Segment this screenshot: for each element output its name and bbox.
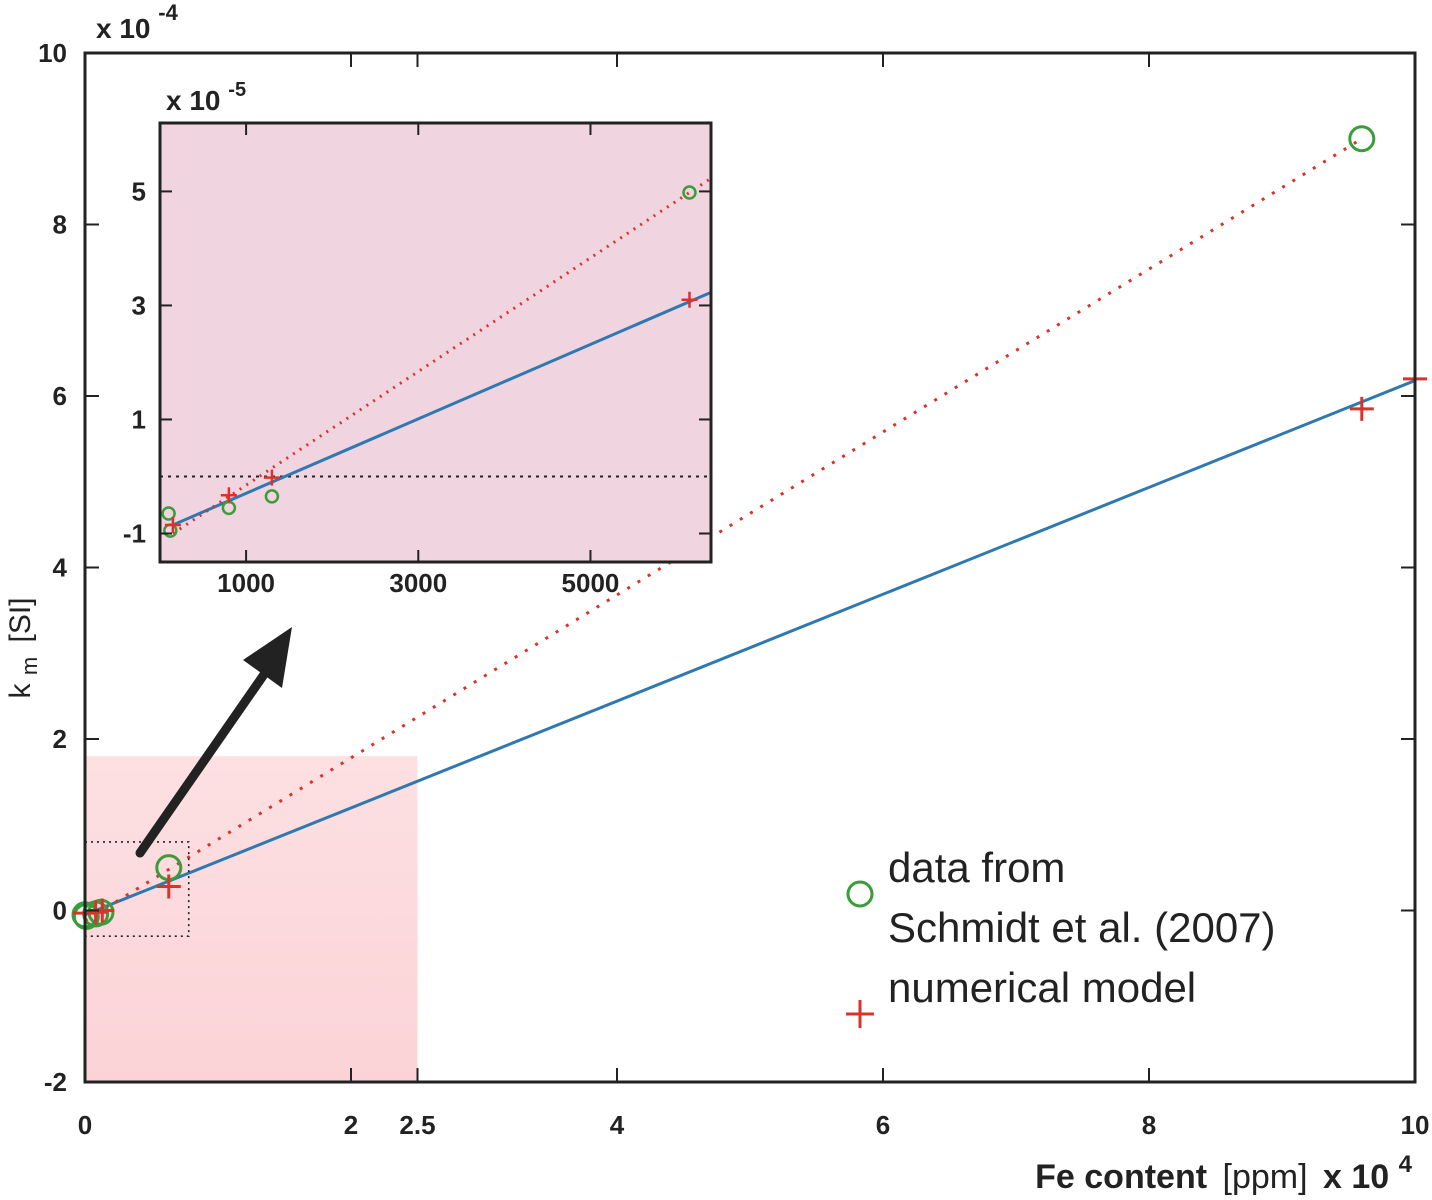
inset-background (160, 123, 711, 562)
y-axis-label-subscript: m (17, 657, 42, 675)
inset-point-plus (220, 487, 237, 504)
inset-point-plus (263, 469, 280, 486)
inset-x-axis-ticks: 1000 3000 5000 (217, 123, 619, 598)
y-axis-label-unit: [SI] (4, 597, 37, 642)
legend-plus-icon (846, 1000, 874, 1028)
x-tick-label: 2.5 (399, 1110, 435, 1140)
legend-entry-text: numerical model (888, 964, 1196, 1011)
y-multiplier-exponent: -4 (158, 0, 178, 25)
y-tick-label: 8 (53, 210, 67, 240)
y-tick-label: 6 (53, 381, 67, 411)
x-tick-label: 4 (610, 1110, 625, 1140)
inset-point-circle (161, 506, 176, 521)
x-tick-label: 0 (78, 1110, 92, 1140)
legend-circle-icon (846, 880, 874, 908)
inset-y-multiplier-exponent: -5 (228, 79, 246, 101)
inset-markers (161, 185, 698, 538)
x-multiplier: x 10 (1323, 1158, 1389, 1196)
legend-entry-text: data from (888, 844, 1065, 891)
x-tick-label: 6 (876, 1110, 890, 1140)
inset-point-plus (164, 516, 181, 533)
inset-point-circle (264, 489, 280, 504)
y-axis-ticks: -2 0 2 4 6 8 10 (38, 38, 1415, 1097)
y-tick-label: 10 (38, 38, 67, 68)
zoom-arrow (135, 627, 292, 858)
y-tick-label: 5 (132, 176, 146, 206)
inset-lines (172, 177, 712, 535)
x-tick-label: 10 (1401, 1110, 1430, 1140)
legend-entry-text: Schmidt et al. (2007) (888, 904, 1276, 951)
x-axis-label-unit: [ppm] (1223, 1158, 1308, 1196)
y-tick-label: 2 (53, 724, 67, 754)
data-point-plus (1349, 396, 1374, 421)
x-axis-label: Fe content [ppm] x 10 4 (1035, 1151, 1413, 1196)
x-tick-label: 8 (1142, 1110, 1156, 1140)
inset-y-multiplier: x 10 -5 (166, 79, 246, 116)
x-multiplier-exponent: 4 (1399, 1151, 1413, 1178)
y-tick-label: -1 (123, 518, 146, 548)
highlight-region (85, 756, 418, 1082)
x-tick-label: 2 (344, 1110, 358, 1140)
y-tick-label: 4 (53, 553, 68, 583)
data-point-plus (156, 874, 181, 899)
legend: data from Schmidt et al. (2007) numerical … (846, 844, 1276, 1028)
inset-point-plus (681, 291, 698, 308)
y-tick-label: -2 (44, 1067, 67, 1097)
inset-point-circle (682, 185, 697, 200)
linear-fit-line (84, 379, 1416, 917)
x-tick-label: 3000 (389, 568, 447, 598)
x-axis-ticks: 0 2 2.5 4 6 8 10 (78, 53, 1430, 1140)
main-lines (84, 137, 1416, 923)
main-plot: 0 2 2.5 4 6 8 10 -2 0 2 4 6 8 10 (38, 38, 1429, 1140)
data-point-circle (1348, 125, 1376, 153)
y-multiplier: x 10 -4 (96, 0, 179, 44)
inset-plot: 1000 3000 5000 -1 1 3 5 x 10 -5 (123, 79, 713, 598)
y-tick-label: 1 (132, 404, 146, 434)
inset-frame (158, 121, 713, 564)
y-tick-label: 3 (132, 290, 146, 320)
y-axis-label: k m [SI] (4, 597, 44, 698)
linear-fit-line (172, 290, 712, 527)
x-tick-label: 1000 (217, 568, 275, 598)
y-tick-label: 0 (53, 896, 67, 926)
dotted-fit-line (172, 177, 712, 535)
x-tick-label: 5000 (562, 568, 620, 598)
inset-y-axis-ticks: -1 1 3 5 (123, 176, 711, 548)
